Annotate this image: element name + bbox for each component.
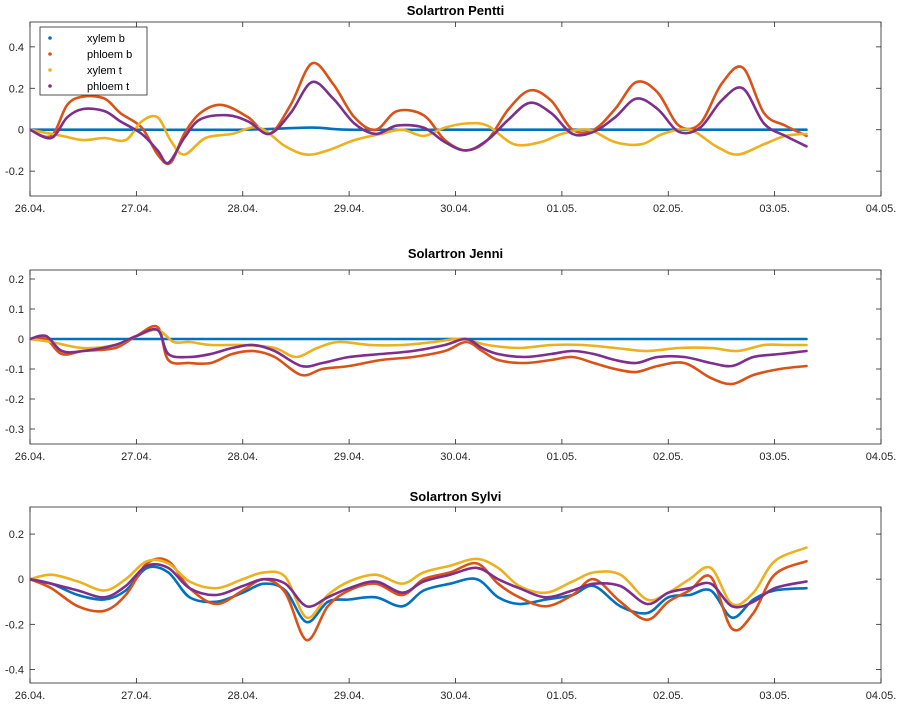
- x-tick-label: 04.05.: [866, 203, 897, 215]
- legend-entry: phloem b: [87, 49, 132, 61]
- x-tick-label: 27.04.: [121, 690, 152, 702]
- panel-1: Solartron Pentti 26.04. 27.04. 28.04. 29.04.…: [5, 3, 896, 215]
- x-tick-label: 30.04.: [440, 690, 471, 702]
- x-tick-label: 01.05.: [547, 451, 578, 463]
- x-tick-label: 26.04.: [15, 690, 46, 702]
- x-tick-label: 01.05.: [547, 203, 578, 215]
- x-tick-label: 04.05.: [866, 451, 897, 463]
- x-tick-label: 28.04.: [227, 203, 258, 215]
- y-tick-label: -0.2: [5, 619, 24, 631]
- panel-3: Solartron Sylvi 26.04. 27.04. 28.04. 29.04. 3…: [5, 489, 896, 702]
- legend: xylem b phloem b xylem t phloem t: [39, 26, 148, 96]
- series-line-phloem-b: [30, 61, 808, 166]
- x-tick-label: 04.05.: [866, 690, 897, 702]
- legend-marker: [48, 36, 52, 40]
- chart-title: Solartron Jenni: [408, 246, 503, 261]
- y-tick-label: -0.4: [5, 664, 24, 676]
- axes-box: [29, 21, 882, 197]
- axes-box: [29, 506, 882, 684]
- x-tick-label: 27.04.: [121, 203, 152, 215]
- y-tick-label: -0.2: [5, 166, 24, 178]
- y-tick-label: -0.3: [5, 424, 24, 436]
- legend-marker: [48, 52, 52, 56]
- legend-entry: xylem b: [87, 33, 125, 45]
- y-tick-label: 0: [18, 574, 24, 586]
- y-tick-label: 0.4: [9, 42, 24, 54]
- y-tick-label: 0.2: [9, 529, 24, 541]
- x-tick-label: 03.05.: [759, 690, 790, 702]
- x-tick-label: 03.05.: [759, 203, 790, 215]
- series-line-xylem-t: [30, 114, 808, 157]
- y-tick-label: 0: [18, 334, 24, 346]
- series-line-xylem-t: [30, 546, 808, 620]
- y-tick-label: 0.2: [9, 274, 24, 286]
- x-tick-label: 02.05.: [653, 451, 684, 463]
- y-tick-label: -0.2: [5, 394, 24, 406]
- series-line-phloem-t: [30, 80, 808, 165]
- x-tick-label: 02.05.: [653, 690, 684, 702]
- x-tick-label: 01.05.: [547, 690, 578, 702]
- x-tick-label: 26.04.: [15, 203, 46, 215]
- chart-title: Solartron Sylvi: [410, 489, 502, 504]
- x-tick-label: 30.04.: [440, 203, 471, 215]
- legend-marker: [48, 84, 52, 88]
- legend-box: [39, 26, 148, 96]
- x-tick-label: 29.04.: [334, 690, 365, 702]
- x-tick-label: 29.04.: [334, 451, 365, 463]
- chart-title: Solartron Pentti: [407, 3, 505, 18]
- x-tick-label: 03.05.: [759, 451, 790, 463]
- series-line-phloem-b: [30, 324, 808, 386]
- y-tick-label: -0.1: [5, 364, 24, 376]
- series-line-phloem-t: [30, 562, 808, 609]
- panel-2: Solartron Jenni 26.04. 27.04. 28.04. 29.04. 3…: [5, 246, 896, 463]
- x-tick-label: 29.04.: [334, 203, 365, 215]
- legend-entry: phloem t: [87, 81, 129, 93]
- x-tick-label: 30.04.: [440, 451, 471, 463]
- legend-entry: xylem t: [87, 65, 122, 77]
- y-tick-label: 0.2: [9, 83, 24, 95]
- legend-marker: [48, 68, 52, 72]
- x-tick-label: 27.04.: [121, 451, 152, 463]
- x-tick-label: 28.04.: [227, 451, 258, 463]
- y-tick-label: 0.1: [9, 304, 24, 316]
- x-tick-label: 02.05.: [653, 203, 684, 215]
- x-tick-label: 26.04.: [15, 451, 46, 463]
- series-line-phloem-t: [30, 327, 808, 368]
- y-tick-label: 0: [18, 125, 24, 137]
- x-tick-label: 28.04.: [227, 690, 258, 702]
